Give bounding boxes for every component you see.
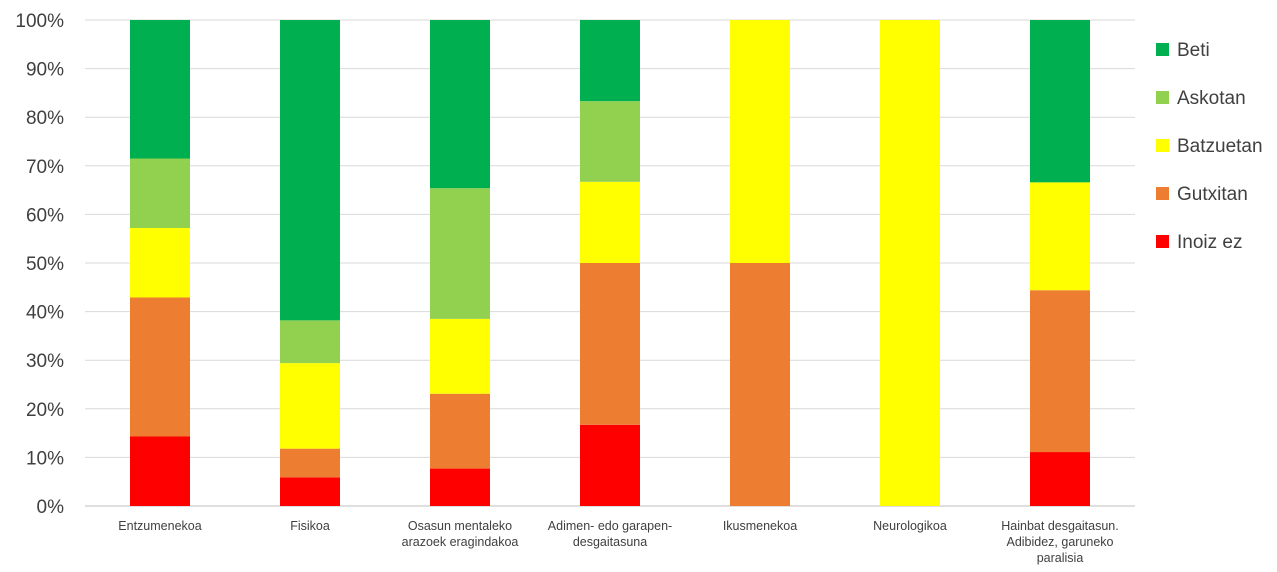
x-tick-label: Entzumenekoa bbox=[118, 519, 201, 533]
y-tick-label: 60% bbox=[26, 205, 64, 226]
bar-segment bbox=[580, 263, 640, 425]
bar-segment bbox=[430, 188, 490, 319]
y-tick-label: 100% bbox=[15, 11, 64, 32]
bar-segment bbox=[130, 158, 190, 229]
y-tick-label: 30% bbox=[26, 351, 64, 372]
x-tick-label: Fisikoa bbox=[290, 519, 330, 533]
bar-segment bbox=[280, 363, 340, 449]
legend-label: Gutxitan bbox=[1177, 184, 1248, 205]
bar-segment bbox=[580, 424, 640, 506]
x-tick-label: Hainbat desgaitasun. Adibidez, garuneko pa… bbox=[1001, 519, 1118, 565]
bar-segment bbox=[580, 101, 640, 182]
x-axis: Entzumenekoa Fisikoa Osasun mentaleko arazo… bbox=[118, 519, 1118, 565]
legend-label: Beti bbox=[1177, 40, 1210, 61]
bar-segment bbox=[430, 20, 490, 189]
y-axis: 0% 10% 20% 30% 40% 50% 60% 70% 80% 90% 100% bbox=[15, 11, 64, 518]
bar-segment bbox=[130, 228, 190, 298]
y-tick-label: 70% bbox=[26, 157, 64, 178]
bar-segment bbox=[430, 468, 490, 506]
legend-label: Inoiz ez bbox=[1177, 232, 1242, 253]
bar-segment bbox=[130, 297, 190, 437]
y-tick-label: 10% bbox=[26, 448, 64, 469]
y-tick-label: 40% bbox=[26, 303, 64, 324]
bar-segment bbox=[280, 448, 340, 478]
bar-segment bbox=[1030, 452, 1090, 506]
legend-label: Batzuetan bbox=[1177, 136, 1263, 157]
y-tick-label: 0% bbox=[37, 497, 65, 518]
y-tick-label: 20% bbox=[26, 400, 64, 421]
bar-segment bbox=[1030, 290, 1090, 453]
bar-segment bbox=[730, 263, 790, 506]
bar-segment bbox=[280, 320, 340, 364]
legend-swatch bbox=[1156, 91, 1169, 104]
x-tick-label: Osasun mentaleko arazoek eragindakoa bbox=[402, 519, 519, 549]
bar-segment bbox=[580, 181, 640, 263]
bars bbox=[130, 20, 1090, 506]
legend-swatch bbox=[1156, 187, 1169, 200]
bar-segment bbox=[1030, 20, 1090, 183]
bar-segment bbox=[1030, 182, 1090, 291]
bar-segment bbox=[280, 20, 340, 321]
x-tick-label: Ikusmenekoa bbox=[723, 519, 797, 533]
bar-segment bbox=[280, 477, 340, 506]
bar-segment bbox=[730, 20, 790, 263]
y-tick-label: 90% bbox=[26, 60, 64, 81]
legend-swatch bbox=[1156, 235, 1169, 248]
bar-segment bbox=[430, 393, 490, 469]
y-tick-label: 80% bbox=[26, 108, 64, 129]
legend-swatch bbox=[1156, 139, 1169, 152]
bar-segment bbox=[130, 436, 190, 506]
bar-segment bbox=[130, 20, 190, 159]
legend-label: Askotan bbox=[1177, 88, 1246, 109]
bar-segment bbox=[430, 318, 490, 394]
x-tick-label: Neurologikoa bbox=[873, 519, 947, 533]
y-tick-label: 50% bbox=[26, 254, 64, 275]
bar-segment bbox=[880, 20, 940, 506]
x-tick-label: Adimen- edo garapen-desgaitasuna bbox=[548, 519, 672, 549]
legend-swatch bbox=[1156, 43, 1169, 56]
legend: Beti Askotan Batzuetan Gutxitan Inoiz ez bbox=[1156, 40, 1263, 253]
bar-segment bbox=[580, 20, 640, 102]
